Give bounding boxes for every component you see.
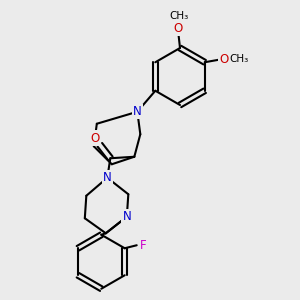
Text: O: O (91, 132, 100, 145)
Text: O: O (220, 53, 229, 66)
Text: CH₃: CH₃ (169, 11, 188, 21)
Text: O: O (174, 22, 183, 35)
Text: N: N (122, 210, 131, 223)
Text: N: N (133, 105, 142, 118)
Text: CH₃: CH₃ (230, 54, 249, 64)
Text: F: F (140, 239, 147, 252)
Text: N: N (103, 171, 112, 184)
